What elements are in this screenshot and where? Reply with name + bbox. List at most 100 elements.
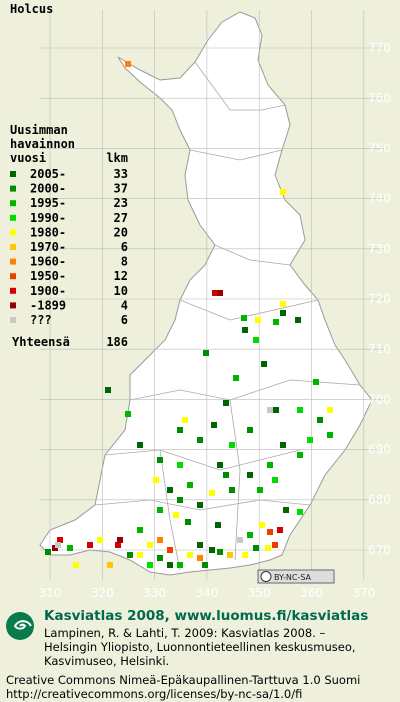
observation: [147, 542, 153, 548]
legend-count-heading: lkm: [106, 151, 128, 165]
observation: [237, 537, 243, 543]
observation: [115, 542, 121, 548]
observation: [147, 562, 153, 568]
citation-line: Lampinen, R. & Lahti, T. 2009: Kasviatla…: [44, 626, 326, 640]
observation: [267, 407, 273, 413]
observation: [265, 545, 271, 551]
observation: [157, 507, 163, 513]
observation: [67, 545, 73, 551]
observation: [280, 189, 286, 195]
observation: [197, 502, 203, 508]
observation: [242, 327, 248, 333]
observation: [157, 457, 163, 463]
y-grid-label: 710: [368, 342, 391, 356]
observation: [173, 512, 179, 518]
x-grid-label: 370: [352, 586, 375, 600]
legend-swatch: [10, 200, 16, 207]
legend-swatch: [10, 214, 16, 221]
observation: [197, 542, 203, 548]
legend-count: 6: [121, 240, 128, 254]
observation: [261, 361, 267, 367]
logo-spiral: [13, 620, 32, 630]
observation: [197, 555, 203, 561]
observation: [277, 527, 283, 533]
observation: [137, 442, 143, 448]
legend-label: 1990-: [30, 211, 66, 225]
observation: [313, 379, 319, 385]
x-grid-label: 320: [91, 586, 114, 600]
observation: [167, 562, 173, 568]
legend-heading: vuosi: [10, 151, 46, 165]
observation: [182, 417, 188, 423]
observation: [307, 437, 313, 443]
observation: [272, 542, 278, 548]
observation: [117, 537, 123, 543]
observation: [257, 487, 263, 493]
map-title: Holcus: [10, 2, 53, 16]
observation: [253, 337, 259, 343]
observation: [247, 427, 253, 433]
observation: [242, 552, 248, 558]
observation: [177, 427, 183, 433]
y-grid-label: 680: [368, 493, 391, 507]
observation: [229, 442, 235, 448]
observation: [241, 315, 247, 321]
legend-swatch: [10, 287, 16, 294]
x-grid-label: 310: [39, 586, 62, 600]
y-grid-label: 720: [368, 292, 391, 306]
x-grid-label: 340: [195, 586, 218, 600]
observation: [280, 301, 286, 307]
observation: [247, 532, 253, 538]
observation: [211, 422, 217, 428]
observation: [177, 562, 183, 568]
legend-swatch: [10, 171, 16, 177]
observation: [209, 490, 215, 496]
observation: [267, 529, 273, 535]
observation: [272, 477, 278, 483]
legend-total-label: Yhteensä: [12, 335, 70, 349]
observation: [317, 417, 323, 423]
observation: [273, 319, 279, 325]
legend-swatch: [10, 258, 16, 265]
badge-box: [257, 569, 335, 584]
legend-label: 1960-: [30, 255, 66, 269]
legend-count: 27: [114, 211, 128, 225]
legend-label: 2000-: [30, 182, 66, 196]
badge-text: BY-NC-SA: [274, 573, 312, 582]
observation: [97, 537, 103, 543]
observation: [137, 527, 143, 533]
grid: 310 320 330 340 350 360 370 770 760 750 740 730 720 7…: [39, 10, 391, 600]
legend-label: 1995-: [30, 196, 66, 210]
legend-count: 37: [114, 182, 128, 196]
legend-swatch: [10, 244, 16, 250]
legend-swatch: [10, 273, 16, 280]
citation-line: Helsingin Yliopisto, Luonnontieteellinen…: [44, 640, 356, 654]
finland-outline: [39, 11, 373, 576]
observation: [212, 290, 218, 296]
observation: [229, 487, 235, 493]
legend-count: 33: [114, 167, 128, 181]
observation: [327, 407, 333, 413]
y-grid-label: 750: [368, 141, 391, 155]
observation: [227, 552, 233, 558]
footer-heading: Kasviatlas 2008, www.luomus.fi/kasviatla…: [44, 608, 368, 624]
y-grid-label: 770: [368, 41, 391, 55]
observation: [223, 400, 229, 406]
observation: [253, 545, 259, 551]
license-line: Creative Commons Nimeä-Epäkaupallinen-Ta…: [6, 673, 360, 687]
observation: [177, 497, 183, 503]
legend-count: 23: [114, 196, 128, 210]
y-grid-label: 730: [368, 242, 391, 256]
observation: [55, 542, 61, 548]
legend-swatch: [10, 317, 16, 323]
citation-line: Kasvimuseo, Helsinki.: [44, 654, 169, 668]
legend-count: 6: [121, 313, 128, 327]
observation: [157, 555, 163, 561]
y-grid-label: 740: [368, 192, 391, 206]
legend-label: ???: [30, 313, 52, 327]
legend-heading: Uusimman: [10, 123, 68, 137]
observation: [209, 547, 215, 553]
observation: [187, 552, 193, 558]
observation: [187, 482, 193, 488]
